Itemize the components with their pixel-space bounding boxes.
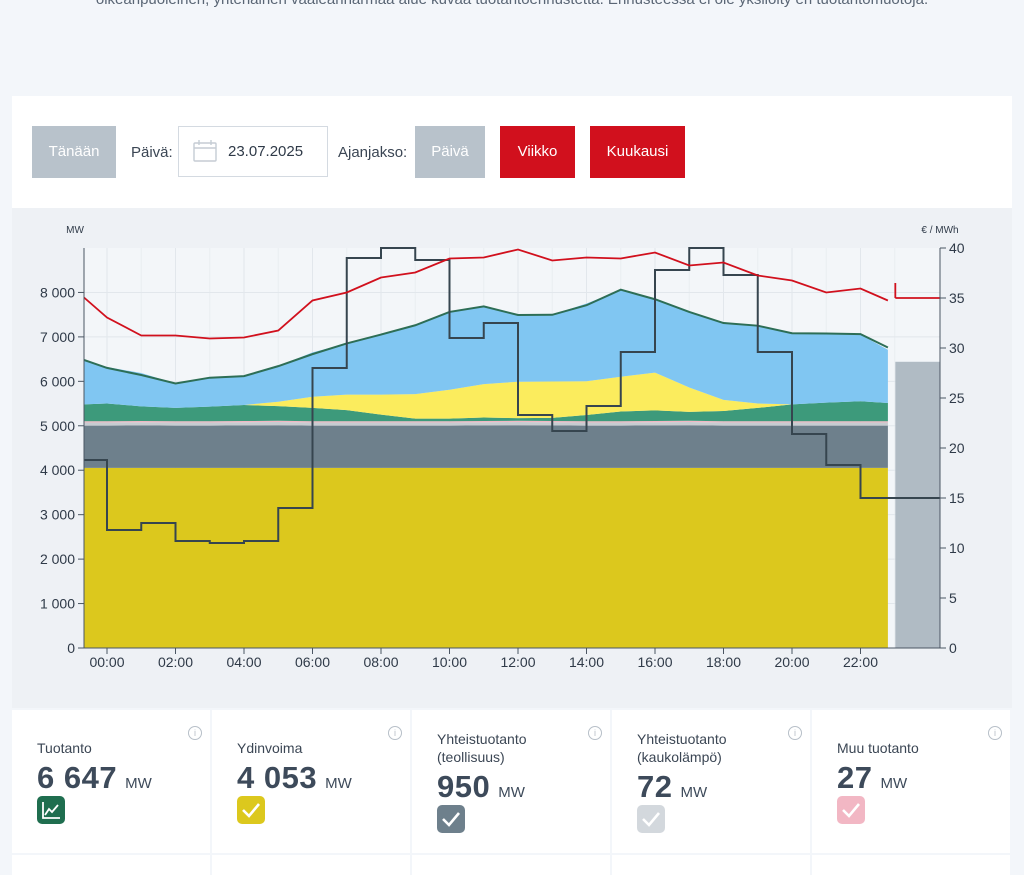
production-chart: 0 1 000 2 000 3 000 4 000 5 000 6 000 7 000 8 00… (12, 208, 1012, 708)
card-other: Muu tuotanto i 27 MW (812, 710, 1010, 853)
area-other (84, 420, 888, 423)
y-left-tick-label: 6 000 (40, 373, 75, 389)
x-tick-label: 02:00 (158, 654, 193, 670)
y-right-tick-label: 25 (949, 390, 965, 406)
card-value: 27 MW (837, 760, 907, 796)
info-icon[interactable]: i (788, 726, 802, 740)
card-chp-district: Yhteistuotanto (kaukolämpö) i 72 MW (612, 710, 810, 853)
card-value: 4 053 MW (237, 760, 352, 796)
info-icon[interactable]: i (988, 726, 1002, 740)
controls-panel: Tänään Päivä: 23.07.2025 Ajanjakso: Päiv… (12, 96, 1012, 208)
area-nuclear (84, 467, 888, 648)
production-chart-svg: 0 1 000 2 000 3 000 4 000 5 000 6 000 7 000 8 00… (40, 225, 965, 670)
area-chp-industry (84, 425, 888, 468)
y-right-unit: € / MWh (921, 225, 958, 236)
period-day-button[interactable]: Päivä (415, 126, 485, 178)
date-label: Päivä: (131, 144, 173, 161)
x-tick-label: 10:00 (432, 654, 467, 670)
calendar-icon (193, 140, 217, 162)
y-left-tick-label: 0 (67, 640, 75, 656)
check-icon (837, 796, 865, 824)
x-tick-label: 04:00 (226, 654, 261, 670)
card-title: Ydinvoima (237, 740, 303, 756)
card-row-2 (812, 855, 1010, 875)
card-title: Muu tuotanto (837, 740, 919, 756)
info-icon[interactable]: i (388, 726, 402, 740)
forecast-area (895, 361, 940, 648)
y-right-tick-label: 20 (949, 440, 965, 456)
x-tick-label: 22:00 (843, 654, 878, 670)
x-tick-label: 18:00 (706, 654, 741, 670)
area-solar (84, 372, 888, 419)
y-left-tick-label: 2 000 (40, 551, 75, 567)
card-row-2 (412, 855, 610, 875)
card-row-2 (612, 855, 810, 875)
y-left-tick-label: 8 000 (40, 284, 75, 300)
info-icon[interactable]: i (188, 726, 202, 740)
card-value-number: 72 (637, 769, 673, 804)
check-icon (637, 805, 665, 833)
price-line (83, 248, 889, 340)
x-tick-label: 06:00 (295, 654, 330, 670)
y-right-tick-label: 35 (949, 290, 965, 306)
today-button[interactable]: Tänään (32, 126, 116, 178)
date-value: 23.07.2025 (228, 143, 304, 160)
y-left-tick-label: 7 000 (40, 329, 75, 345)
x-tick-label: 16:00 (637, 654, 672, 670)
x-tick-label: 14:00 (569, 654, 604, 670)
card-nuclear: Ydinvoima i 4 053 MW (212, 710, 410, 853)
y-left-tick-label: 3 000 (40, 507, 75, 523)
y-right-tick-label: 5 (949, 590, 957, 606)
check-icon (237, 796, 265, 824)
card-unit: MW (880, 775, 908, 792)
y-right-tick-label: 10 (949, 540, 965, 556)
check-icon (437, 805, 465, 833)
period-label: Ajanjakso: (338, 144, 408, 161)
y-left-unit: MW (66, 225, 84, 236)
period-month-button[interactable]: Kuukausi (590, 126, 685, 178)
date-picker[interactable]: 23.07.2025 (178, 126, 328, 177)
y-right-tick-label: 30 (949, 340, 965, 356)
card-unit: MW (125, 775, 152, 792)
card-value: 950 MW (437, 769, 525, 805)
card-value-number: 27 (837, 760, 873, 795)
y-left-tick-label: 4 000 (40, 462, 75, 478)
x-tick-label: 12:00 (500, 654, 535, 670)
card-row-2 (212, 855, 410, 875)
card-title: Yhteistuotanto (teollisuus) (437, 731, 527, 765)
card-title: Tuotanto (37, 740, 92, 756)
card-value: 72 MW (637, 769, 707, 805)
y-right-tick-label: 0 (949, 640, 957, 656)
card-production: Tuotanto i 6 647 MW (12, 710, 210, 853)
hourly-price-step-line (84, 247, 940, 544)
area-hydro (84, 401, 888, 422)
card-unit: MW (680, 784, 708, 801)
card-value-number: 4 053 (237, 760, 318, 795)
x-tick-label: 00:00 (89, 654, 124, 670)
card-title: Yhteistuotanto (kaukolämpö) (637, 731, 727, 765)
area-chp-district (84, 422, 888, 426)
card-chp-industry: Yhteistuotanto (teollisuus) i 950 MW (412, 710, 610, 853)
info-icon[interactable]: i (588, 726, 602, 740)
intro-text: oikeanpuoleinen, yhtenäinen vaaleanharma… (0, 0, 1024, 8)
period-week-button[interactable]: Viikko (500, 126, 575, 178)
y-right-tick-label: 15 (949, 490, 965, 506)
card-unit: MW (498, 784, 525, 801)
y-left-tick-label: 1 000 (40, 596, 75, 612)
card-value-number: 6 647 (37, 760, 118, 795)
x-tick-label: 20:00 (774, 654, 809, 670)
area-wind (84, 290, 888, 408)
y-left-tick-label: 5 000 (40, 418, 75, 434)
card-unit: MW (325, 775, 352, 792)
y-right-tick-label: 40 (949, 240, 965, 256)
x-tick-label: 08:00 (363, 654, 398, 670)
card-value-number: 950 (437, 769, 491, 804)
card-row-2 (12, 855, 210, 875)
card-value: 6 647 MW (37, 760, 152, 796)
chart-line-icon (37, 796, 65, 824)
